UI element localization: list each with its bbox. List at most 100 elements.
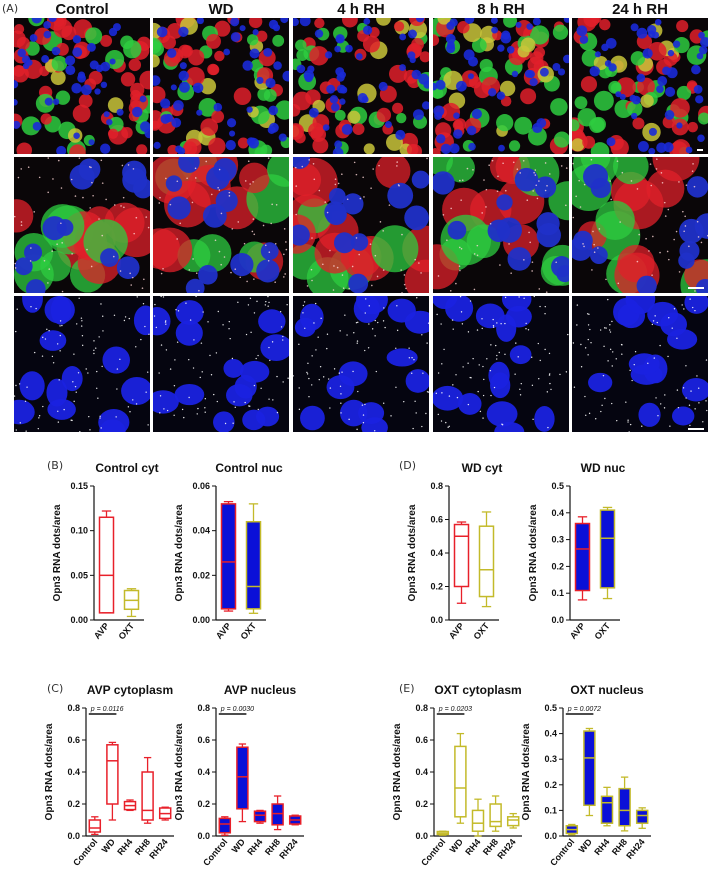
micrograph-r3-5 (572, 296, 708, 432)
box-iqr (141, 771, 154, 821)
chart-oxt-nucleus: OXT nucleus Opn3 RNA dots/area 0.0 0.1 0.2 0.… (521, 680, 667, 872)
box-wd (454, 732, 467, 824)
micrograph-r1-5 (572, 18, 708, 154)
micrograph-r3-4 (433, 296, 569, 432)
p-value-label: p = 0.0203 (438, 706, 472, 713)
y-tick-label: 0.0 (415, 831, 428, 841)
y-axis-label: Opn3 RNA dots/area (392, 723, 403, 820)
chart-title: AVP cytoplasm (87, 683, 173, 697)
y-tick-label: 0.6 (415, 735, 428, 745)
y-tick-label: 0.6 (197, 735, 210, 745)
box-iqr (218, 817, 232, 834)
box-avp (220, 500, 237, 612)
panel-c-label: (C) (47, 682, 64, 695)
x-tick-label: OXT (592, 620, 612, 641)
box-iqr (583, 730, 596, 807)
y-tick-label: 0.2 (544, 780, 557, 790)
column-title-wd: WD (208, 1, 234, 18)
y-tick-label: 0.0 (544, 831, 557, 841)
box-iqr (489, 803, 502, 828)
panel-e-label: (E) (399, 682, 415, 695)
box-control (436, 830, 450, 836)
x-tick-label: RH24 (147, 837, 169, 861)
box-rh4 (600, 786, 614, 827)
y-tick-label: 0.2 (430, 582, 443, 592)
y-tick-label: 0.8 (197, 703, 210, 713)
box-control (218, 816, 232, 836)
x-tick-label: RH4 (115, 837, 134, 857)
box-rh8 (271, 795, 284, 831)
x-tick-label: RH4 (592, 837, 611, 857)
micrograph-r2-2 (153, 157, 289, 293)
box-iqr (574, 522, 591, 592)
y-tick-label: 0.5 (551, 481, 564, 491)
box-oxt (478, 511, 495, 608)
y-axis-label: Opn3 RNA dots/area (44, 723, 55, 820)
box-oxt (599, 506, 616, 600)
y-axis-label: Opn3 RNA dots/area (174, 504, 185, 601)
y-tick-label: 0.2 (551, 561, 564, 571)
column-title-24h-rh: 24 h RH (612, 1, 668, 18)
y-tick-label: 0.15 (70, 481, 88, 491)
box-iqr (454, 745, 467, 818)
box-wd (583, 727, 596, 817)
box-control (565, 823, 579, 836)
y-tick-label: 0.10 (70, 526, 88, 536)
panel-b-label: (B) (47, 459, 64, 472)
box-iqr (106, 744, 119, 805)
y-tick-label: 0.4 (551, 508, 564, 518)
box-wd (106, 741, 119, 821)
box-control (88, 816, 102, 836)
box-iqr (220, 503, 237, 610)
x-tick-label: Control (548, 837, 576, 868)
chart-control-cyt: Control cyt Opn3 RNA dots/area 0.00 0.05 0.1… (50, 458, 180, 658)
chart-wd-nuc: WD nuc Opn3 RNA dots/area 0.0 0.1 0.2 0.3 0.4 0… (526, 458, 656, 658)
y-tick-label: 0.02 (192, 570, 210, 580)
y-tick-label: 0.8 (67, 703, 80, 713)
box-rh24 (158, 806, 172, 821)
x-tick-label: AVP (447, 621, 466, 641)
box-rh8 (141, 756, 154, 824)
box-rh24 (288, 814, 302, 826)
y-tick-label: 0.0 (67, 831, 80, 841)
micrograph-r1-3 (293, 18, 429, 154)
y-tick-label: 0.2 (67, 799, 80, 809)
chart-title: Control cyt (95, 461, 158, 475)
box-avp (453, 521, 470, 604)
y-tick-label: 0.06 (192, 481, 210, 491)
y-tick-label: 0.4 (430, 548, 443, 558)
scale-bar-row1 (697, 149, 703, 151)
box-rh8 (489, 795, 502, 832)
box-iqr (600, 795, 614, 824)
box-rh8 (618, 776, 631, 832)
p-value-label: p = 0.0116 (90, 706, 124, 713)
chart-avp-nucleus: AVP nucleus Opn3 RNA dots/area 0.0 0.2 0.4 0.… (174, 680, 320, 872)
y-tick-label: 0.3 (551, 535, 564, 545)
y-tick-label: 0.0 (197, 831, 210, 841)
column-title-8h-rh: 8 h RH (477, 1, 525, 18)
x-tick-label: Control (201, 837, 229, 868)
panel-d-label: (D) (399, 459, 417, 472)
y-tick-label: 0.8 (415, 703, 428, 713)
x-tick-label: RH4 (245, 837, 264, 857)
y-axis-label: Opn3 RNA dots/area (52, 504, 63, 601)
chart-title: OXT cytoplasm (434, 683, 521, 697)
x-tick-label: WD (230, 836, 248, 854)
micrograph-r2-1 (14, 157, 150, 293)
column-title-control: Control (55, 1, 109, 18)
y-tick-label: 0.2 (415, 799, 428, 809)
y-tick-label: 0.4 (197, 767, 210, 777)
box-iqr (236, 746, 249, 810)
y-axis-label: Opn3 RNA dots/area (407, 504, 418, 601)
box-iqr (506, 816, 520, 827)
x-tick-label: AVP (568, 621, 587, 641)
x-tick-label: Control (71, 837, 99, 868)
box-oxt (245, 503, 262, 614)
y-tick-label: 0.4 (544, 729, 557, 739)
micrograph-r1-2 (153, 18, 289, 154)
x-tick-label: RH24 (624, 837, 646, 861)
y-tick-label: 0.1 (551, 588, 564, 598)
y-axis-label: Opn3 RNA dots/area (174, 723, 185, 820)
y-tick-label: 0.6 (430, 515, 443, 525)
box-iqr (478, 525, 495, 598)
